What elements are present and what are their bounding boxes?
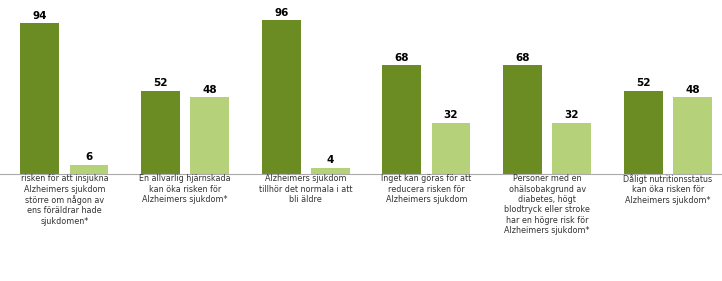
Text: 48: 48 [202, 85, 217, 95]
Text: 94: 94 [32, 11, 47, 21]
Text: Alzheimers sjukdom
tillhör det normala i att
bli äldre: Alzheimers sjukdom tillhör det normala i… [259, 174, 352, 204]
Text: 96: 96 [274, 8, 288, 18]
Text: 52: 52 [153, 78, 168, 88]
Text: 68: 68 [516, 53, 530, 63]
Bar [383, 65, 422, 174]
Bar [20, 23, 59, 174]
Text: En allvarlig hjärnskada
kan öka risken för
Alzheimers sjukdom*: En allvarlig hjärnskada kan öka risken f… [139, 174, 231, 204]
Text: 32: 32 [565, 110, 579, 121]
Bar [141, 91, 180, 174]
Bar [552, 123, 591, 174]
Text: Dåligt nutritionsstatus
kan öka risken för
Alzheimers sjukdom*: Dåligt nutritionsstatus kan öka risken f… [623, 174, 713, 205]
Text: risken för att insjukna
Alzheimers sjukdom
större om någon av
ens föräldrar hade: risken för att insjukna Alzheimers sjukd… [21, 174, 108, 226]
Bar [190, 97, 229, 174]
Text: 6: 6 [85, 152, 92, 162]
Bar [262, 20, 300, 174]
Text: 48: 48 [685, 85, 700, 95]
Text: Personer med en
ohälsobakgrund av
diabetes, högt
blodtryck eller stroke
har en h: Personer med en ohälsobakgrund av diabet… [504, 174, 590, 235]
Bar [624, 91, 663, 174]
Bar [673, 97, 712, 174]
Text: Inget kan göras för att
reducera risken för
Alzheimers sjukdom: Inget kan göras för att reducera risken … [381, 174, 471, 204]
Bar [311, 168, 349, 174]
Text: 68: 68 [395, 53, 409, 63]
Text: 4: 4 [326, 155, 334, 166]
Bar [503, 65, 542, 174]
Text: 32: 32 [444, 110, 458, 121]
Bar [69, 165, 108, 174]
Bar [432, 123, 471, 174]
Text: 52: 52 [636, 78, 651, 88]
